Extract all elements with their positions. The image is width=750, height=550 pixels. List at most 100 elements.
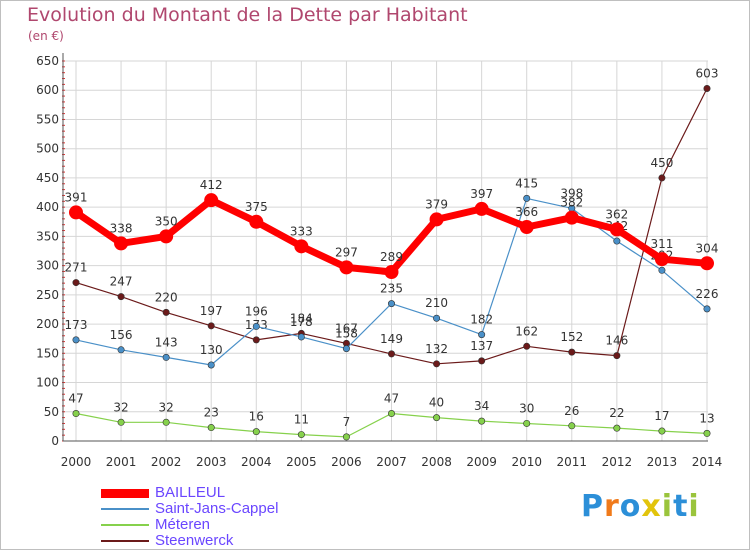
data-point (207, 424, 215, 432)
data-point (433, 414, 441, 422)
x-tick-label: 2007 (376, 455, 407, 469)
data-label: 146 (605, 334, 628, 348)
data-point (613, 352, 621, 360)
data-point (114, 236, 129, 251)
data-point (433, 314, 441, 322)
logo-letter: P (581, 489, 604, 524)
x-tick-label: 2005 (286, 455, 317, 469)
data-point (703, 429, 711, 437)
data-label: 391 (65, 190, 88, 204)
data-point (387, 350, 395, 358)
data-label: 184 (290, 311, 313, 325)
y-tick-label: 200 (36, 317, 59, 331)
data-point (207, 361, 215, 369)
data-point (69, 205, 83, 220)
data-label: 397 (470, 187, 493, 201)
data-point (339, 260, 354, 275)
data-label: 158 (335, 327, 358, 341)
data-label: 350 (155, 214, 178, 228)
data-label: 40 (429, 396, 444, 410)
data-point (294, 239, 309, 254)
data-label: 304 (696, 241, 719, 255)
data-label: 32 (159, 400, 174, 414)
x-tick-label: 2002 (151, 455, 182, 469)
data-label: 23 (204, 406, 219, 420)
data-point (342, 345, 350, 353)
data-point (433, 360, 441, 368)
x-tick-label: 2012 (602, 455, 633, 469)
data-label: 382 (560, 196, 583, 210)
data-label: 143 (155, 335, 178, 349)
data-point (609, 222, 624, 237)
data-label: 235 (380, 282, 403, 296)
data-label: 196 (245, 304, 268, 318)
x-tick-label: 2013 (647, 455, 678, 469)
data-label: 156 (110, 328, 133, 342)
data-label: 47 (68, 392, 83, 406)
data-label: 30 (519, 401, 534, 415)
data-point (478, 417, 486, 425)
data-label: 271 (65, 261, 88, 275)
data-label: 152 (560, 330, 583, 344)
data-label: 130 (200, 343, 223, 357)
legend-swatch (101, 540, 149, 542)
data-point (387, 410, 395, 418)
data-point (72, 279, 80, 287)
data-label: 7 (343, 415, 351, 429)
data-label: 149 (380, 332, 403, 346)
data-label: 362 (605, 207, 628, 221)
x-tick-label: 2011 (557, 455, 588, 469)
data-label: 13 (699, 411, 714, 425)
data-point (159, 229, 174, 244)
data-label: 47 (384, 392, 399, 406)
data-point (162, 353, 170, 361)
data-label: 178 (290, 315, 313, 329)
data-point (478, 331, 486, 339)
data-point (658, 174, 666, 182)
data-point (568, 422, 576, 430)
data-label: 210 (425, 296, 448, 310)
data-point (249, 214, 264, 229)
y-tick-label: 450 (36, 171, 59, 185)
data-label: 182 (470, 313, 493, 327)
data-point (117, 346, 125, 354)
data-point (72, 410, 80, 418)
legend-swatch (101, 488, 149, 498)
data-point (700, 256, 714, 271)
data-point (613, 424, 621, 432)
data-label: 11 (294, 413, 309, 427)
legend-label: Saint-Jans-Cappel (155, 500, 279, 517)
data-point (117, 418, 125, 426)
data-point (568, 348, 576, 356)
data-label: 22 (609, 406, 624, 420)
data-point (162, 308, 170, 316)
data-label: 338 (110, 221, 133, 235)
data-point (297, 431, 305, 439)
data-point (523, 419, 531, 427)
data-point (564, 210, 579, 225)
data-label: 167 (335, 321, 358, 335)
logo-letter: x (641, 489, 662, 524)
data-label: 247 (110, 275, 133, 289)
data-label: 311 (650, 237, 673, 251)
data-point (654, 252, 669, 267)
x-tick-label: 2008 (421, 455, 452, 469)
data-label: 412 (200, 178, 223, 192)
data-label: 289 (380, 250, 403, 264)
legend-label: Méteren (155, 516, 211, 533)
data-point (523, 342, 531, 350)
data-label: 333 (290, 224, 313, 238)
y-tick-label: 100 (36, 376, 59, 390)
chart-title: Evolution du Montant de la Dette par Hab… (27, 4, 468, 26)
data-label: 26 (564, 404, 579, 418)
x-tick-label: 2004 (241, 455, 272, 469)
logo-letter: r (604, 489, 620, 524)
x-tick-label: 2000 (61, 455, 92, 469)
data-point (252, 428, 260, 436)
x-tick-label: 2001 (106, 455, 137, 469)
data-label: 220 (155, 290, 178, 304)
data-label: 17 (654, 409, 669, 423)
data-label: 197 (200, 304, 223, 318)
